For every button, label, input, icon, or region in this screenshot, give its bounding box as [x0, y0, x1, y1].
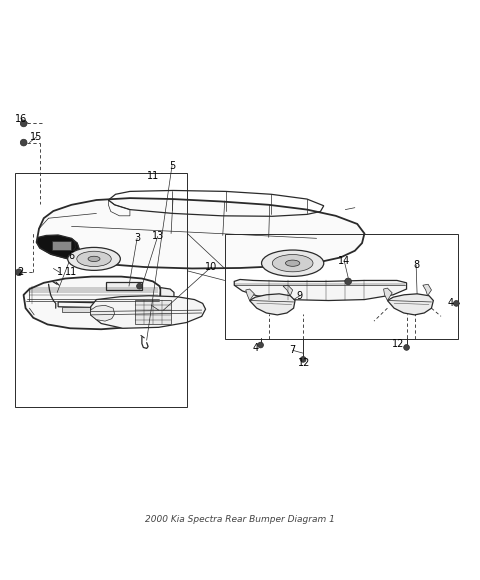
Text: 10: 10: [205, 262, 217, 272]
Circle shape: [454, 300, 459, 306]
Ellipse shape: [68, 248, 120, 270]
Text: 2: 2: [18, 267, 24, 277]
Text: 11: 11: [65, 267, 78, 277]
Text: 3: 3: [134, 233, 140, 244]
Polygon shape: [384, 288, 392, 300]
Text: 11: 11: [147, 171, 159, 181]
Polygon shape: [283, 285, 293, 296]
Ellipse shape: [286, 260, 300, 266]
Text: 4: 4: [447, 298, 454, 308]
Circle shape: [137, 283, 143, 289]
Text: 9: 9: [297, 291, 303, 301]
Polygon shape: [234, 280, 407, 300]
Bar: [135, 300, 170, 324]
Text: 7: 7: [289, 345, 296, 356]
Text: 14: 14: [338, 256, 350, 266]
Text: 15: 15: [30, 132, 43, 142]
Polygon shape: [36, 198, 364, 269]
Text: 2000 Kia Spectra Rear Bumper Diagram 1: 2000 Kia Spectra Rear Bumper Diagram 1: [145, 514, 335, 524]
Ellipse shape: [262, 250, 324, 276]
Circle shape: [20, 120, 27, 127]
Ellipse shape: [272, 255, 313, 272]
Text: 4: 4: [253, 343, 259, 353]
Polygon shape: [36, 235, 80, 260]
Bar: [225, 234, 458, 339]
Text: 13: 13: [152, 231, 164, 241]
Bar: [62, 307, 101, 312]
Text: 5: 5: [169, 161, 175, 171]
Circle shape: [404, 345, 409, 350]
Polygon shape: [387, 294, 433, 315]
Polygon shape: [24, 277, 160, 329]
Text: 8: 8: [413, 260, 419, 270]
Polygon shape: [423, 284, 432, 296]
Circle shape: [20, 139, 27, 146]
Polygon shape: [91, 296, 205, 328]
Bar: [52, 241, 71, 250]
Text: 16: 16: [15, 114, 27, 124]
Ellipse shape: [77, 251, 111, 267]
Circle shape: [15, 269, 22, 276]
Text: 12: 12: [299, 358, 311, 368]
Polygon shape: [91, 305, 115, 321]
Text: 12: 12: [392, 339, 404, 349]
Text: 1: 1: [57, 267, 62, 277]
Ellipse shape: [88, 256, 100, 262]
Polygon shape: [160, 288, 174, 310]
Bar: [15, 173, 187, 407]
Bar: [106, 282, 142, 290]
Circle shape: [345, 278, 351, 285]
Circle shape: [300, 357, 306, 362]
Polygon shape: [246, 289, 254, 300]
Circle shape: [258, 342, 264, 348]
Text: 6: 6: [69, 251, 74, 260]
Polygon shape: [250, 294, 295, 315]
